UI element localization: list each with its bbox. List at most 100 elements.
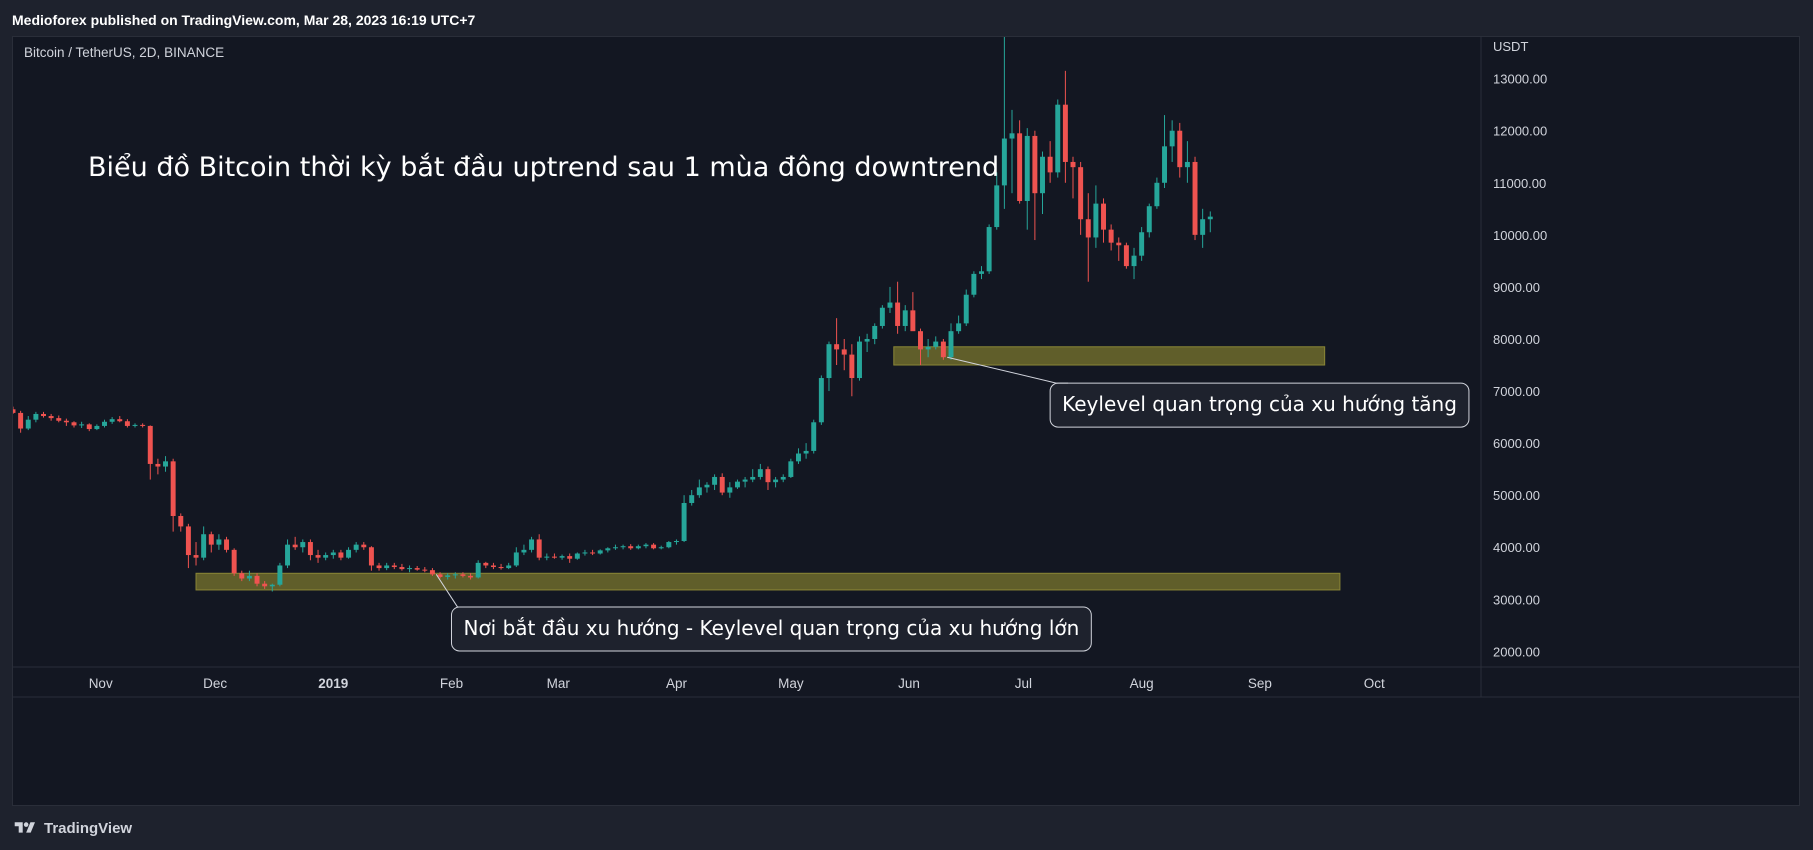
candle <box>643 543 649 549</box>
time-tick-label: Nov <box>89 676 113 691</box>
candle <box>1169 120 1175 162</box>
candle-body <box>117 419 123 422</box>
candle <box>559 554 565 560</box>
callout-box <box>1049 382 1470 428</box>
candle-body <box>971 273 977 295</box>
candle-body <box>460 574 466 576</box>
candle <box>384 562 390 571</box>
candle <box>826 341 832 392</box>
candle-body <box>437 574 443 577</box>
candle <box>246 570 252 582</box>
candle <box>887 286 893 313</box>
candle-body <box>307 542 313 556</box>
candle-body <box>1009 133 1015 139</box>
candle-body <box>56 418 62 421</box>
candle-body <box>124 421 130 426</box>
candle-body <box>1116 242 1122 246</box>
time-tick-label: May <box>778 676 804 691</box>
candle-body <box>994 185 1000 228</box>
candle-body <box>734 481 740 488</box>
candle-body <box>902 310 908 326</box>
candle <box>1123 242 1129 269</box>
candle-body <box>445 575 451 577</box>
candle <box>117 416 123 423</box>
candle <box>391 562 397 570</box>
chart-panel[interactable]: USDT 13000.00 12000.00 11000.00 10000.00 9000… <box>12 36 1800 806</box>
candle <box>185 523 191 569</box>
key-level-zone <box>893 346 1326 366</box>
candle-body <box>33 413 39 420</box>
candle <box>620 544 626 550</box>
candle-body <box>1024 135 1030 202</box>
candle-body <box>132 424 138 426</box>
candle <box>696 479 702 498</box>
candle <box>605 547 611 553</box>
candle <box>1040 151 1045 215</box>
candle <box>452 572 458 579</box>
candle-body <box>102 421 107 426</box>
candle-body <box>384 565 390 569</box>
candle-body <box>330 552 336 556</box>
candle <box>902 305 908 332</box>
candle <box>673 539 679 545</box>
candle-body <box>1184 161 1190 168</box>
candle <box>864 333 870 352</box>
candle-body <box>231 549 237 574</box>
candle-body <box>910 310 916 332</box>
candle-body <box>1078 167 1084 220</box>
candle <box>216 534 222 550</box>
candle-body <box>155 463 161 467</box>
candle <box>979 266 984 280</box>
candle <box>1047 141 1053 183</box>
candle-body <box>323 555 329 558</box>
candle <box>231 548 237 576</box>
candle-body <box>620 546 626 548</box>
candle <box>1070 156 1076 199</box>
candle <box>1055 99 1061 178</box>
candle <box>330 549 336 559</box>
candle-body <box>216 539 222 545</box>
candle <box>1184 141 1190 183</box>
candle <box>918 328 923 366</box>
candle-body <box>391 565 397 568</box>
candle <box>948 323 954 360</box>
candlestick-chart[interactable]: USDT 13000.00 12000.00 11000.00 10000.00 9000… <box>13 37 1799 805</box>
candle <box>971 271 977 298</box>
candle <box>1162 115 1168 188</box>
price-tick-label: 11000.00 <box>1493 176 1546 191</box>
candle <box>1108 224 1114 251</box>
callout: Nơi bắt đầu xu hướng - Keylevel quan trọ… <box>435 574 1092 652</box>
candle-body <box>315 555 321 558</box>
candle <box>1017 120 1023 204</box>
candle-body <box>551 556 557 558</box>
price-tick-label: 9000.00 <box>1493 280 1540 295</box>
candle-body <box>71 422 77 426</box>
candle <box>1032 130 1038 241</box>
candle <box>712 474 718 490</box>
candle-body <box>506 565 512 569</box>
candle-body <box>269 584 275 587</box>
candle <box>41 411 46 418</box>
candle-body <box>1146 206 1152 233</box>
candle <box>872 323 878 345</box>
candle-body <box>254 575 260 584</box>
candle <box>292 536 298 550</box>
candle-body <box>361 544 367 548</box>
symbol-label[interactable]: Bitcoin / TetherUS, 2D, BINANCE <box>24 45 225 60</box>
candle-body <box>1085 219 1091 238</box>
candle-body <box>521 549 527 553</box>
candle-body <box>1093 203 1099 238</box>
candle <box>841 338 847 371</box>
candle <box>414 565 420 571</box>
candle-body <box>696 487 702 496</box>
callout-pointer <box>947 356 1069 384</box>
candle <box>879 305 885 329</box>
candle-body <box>925 346 931 350</box>
candle <box>818 375 824 425</box>
candle <box>506 562 512 570</box>
candle-body <box>712 476 718 485</box>
time-tick-label: Apr <box>666 676 688 691</box>
candle <box>963 289 969 326</box>
candle <box>811 419 817 454</box>
candle-body <box>727 487 733 493</box>
